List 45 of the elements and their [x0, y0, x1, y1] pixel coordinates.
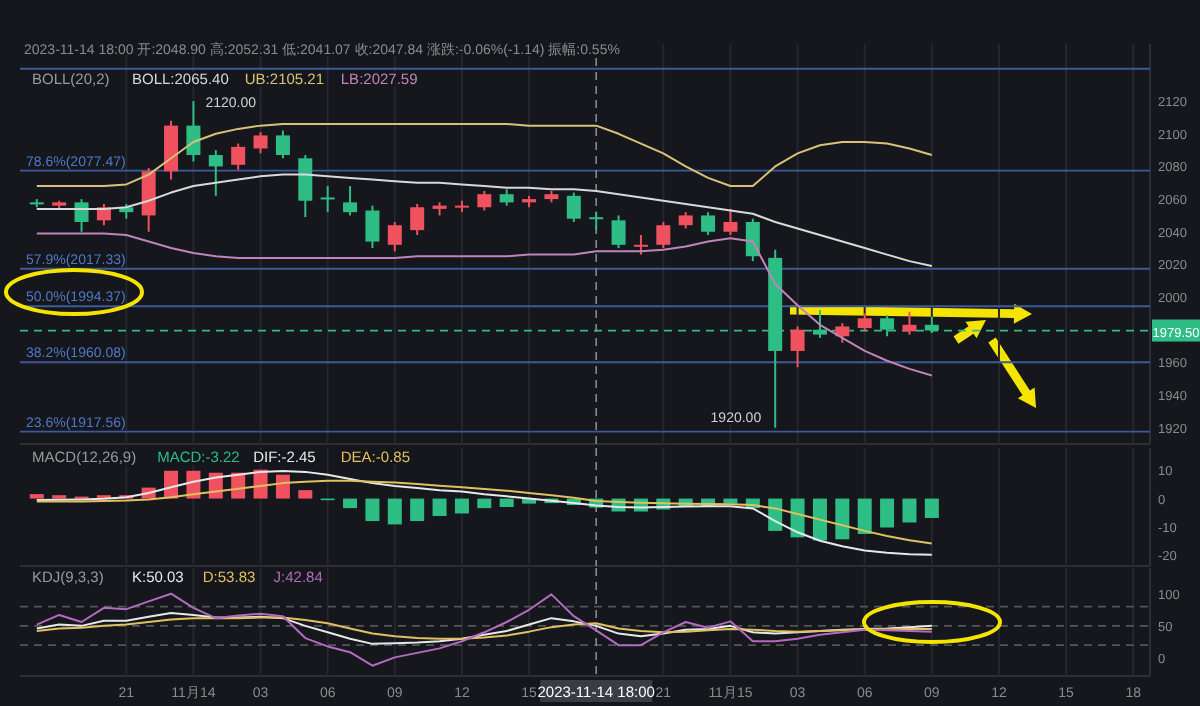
- bar: [410, 498, 425, 522]
- bar: [924, 498, 939, 518]
- bar: [499, 498, 514, 507]
- candlestick: [141, 167, 156, 233]
- candlestick: [656, 220, 671, 250]
- candlestick: [701, 211, 716, 237]
- candlestick: [253, 131, 268, 155]
- bar: [432, 498, 447, 516]
- candlestick: [566, 191, 581, 223]
- candlestick: [343, 185, 358, 217]
- candlestick: [298, 154, 313, 219]
- bar: [477, 498, 492, 509]
- candlestick: [275, 129, 290, 160]
- candlestick: [835, 322, 850, 344]
- line-series: [35, 479, 933, 545]
- candlestick: [387, 220, 402, 253]
- bar: [387, 498, 402, 525]
- line-series: [35, 470, 933, 556]
- bar: [298, 490, 313, 499]
- candlestick: [74, 198, 89, 233]
- bar: [454, 498, 469, 514]
- candlestick: [745, 217, 760, 263]
- bar: [835, 498, 850, 540]
- candlestick: [320, 185, 335, 214]
- bar: [857, 498, 872, 534]
- candlestick: [208, 149, 223, 197]
- candlestick: [902, 310, 917, 336]
- bar: [812, 498, 827, 541]
- candlestick: [186, 100, 201, 163]
- candlestick: [410, 203, 425, 237]
- line-series: [35, 592, 933, 667]
- bar: [275, 474, 290, 499]
- candlestick: [164, 119, 179, 181]
- candlestick: [633, 234, 648, 256]
- bar: [902, 498, 917, 523]
- candlestick: [231, 142, 246, 171]
- candlestick: [589, 210, 604, 232]
- bar: [365, 498, 380, 522]
- candlestick: [723, 207, 738, 237]
- candlestick: [477, 189, 492, 212]
- candlestick: [611, 214, 626, 250]
- candlestick: [365, 204, 380, 250]
- bar: [880, 498, 895, 528]
- candlestick: [790, 325, 805, 369]
- bar: [343, 498, 358, 509]
